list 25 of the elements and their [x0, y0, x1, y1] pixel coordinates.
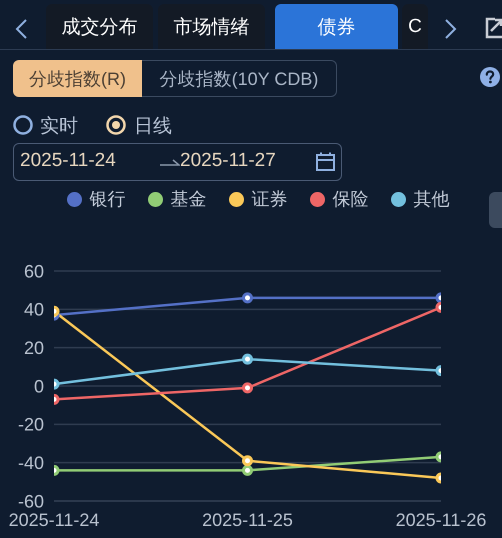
x-tick-label: 2025-11-26	[396, 510, 486, 530]
text: 日线	[134, 115, 172, 139]
text: 2025-11-27	[180, 150, 276, 172]
legend-label: 保险	[332, 188, 368, 211]
legend-label: 证券	[252, 188, 288, 211]
y-tick-label: 20	[24, 338, 44, 358]
tab: 市场情绪	[158, 4, 265, 49]
tab: C	[402, 4, 428, 49]
legend-label: 银行	[90, 188, 126, 211]
x-tick-label: 2025-11-24	[8, 510, 100, 530]
y-tick-label: -20	[18, 414, 44, 435]
toggle-button: 分歧指数(10Y CDB)	[142, 60, 337, 97]
legend-label: 其他	[414, 188, 450, 211]
y-tick-label: -40	[18, 453, 44, 474]
y-tick-label: 0	[34, 376, 44, 396]
y-tick-label: -60	[18, 491, 44, 512]
y-tick-label: 40	[24, 300, 44, 320]
x-tick-label: 2025-11-25	[202, 510, 293, 530]
toggle-button: 分歧指数(R)	[13, 60, 142, 97]
legend-label: 基金	[170, 188, 206, 211]
text: 实时	[40, 115, 78, 139]
tab: 债券	[275, 4, 398, 49]
tab: 成交分布	[46, 4, 153, 49]
y-tick-label: 60	[24, 261, 44, 282]
text: 2025-11-24	[20, 150, 116, 172]
